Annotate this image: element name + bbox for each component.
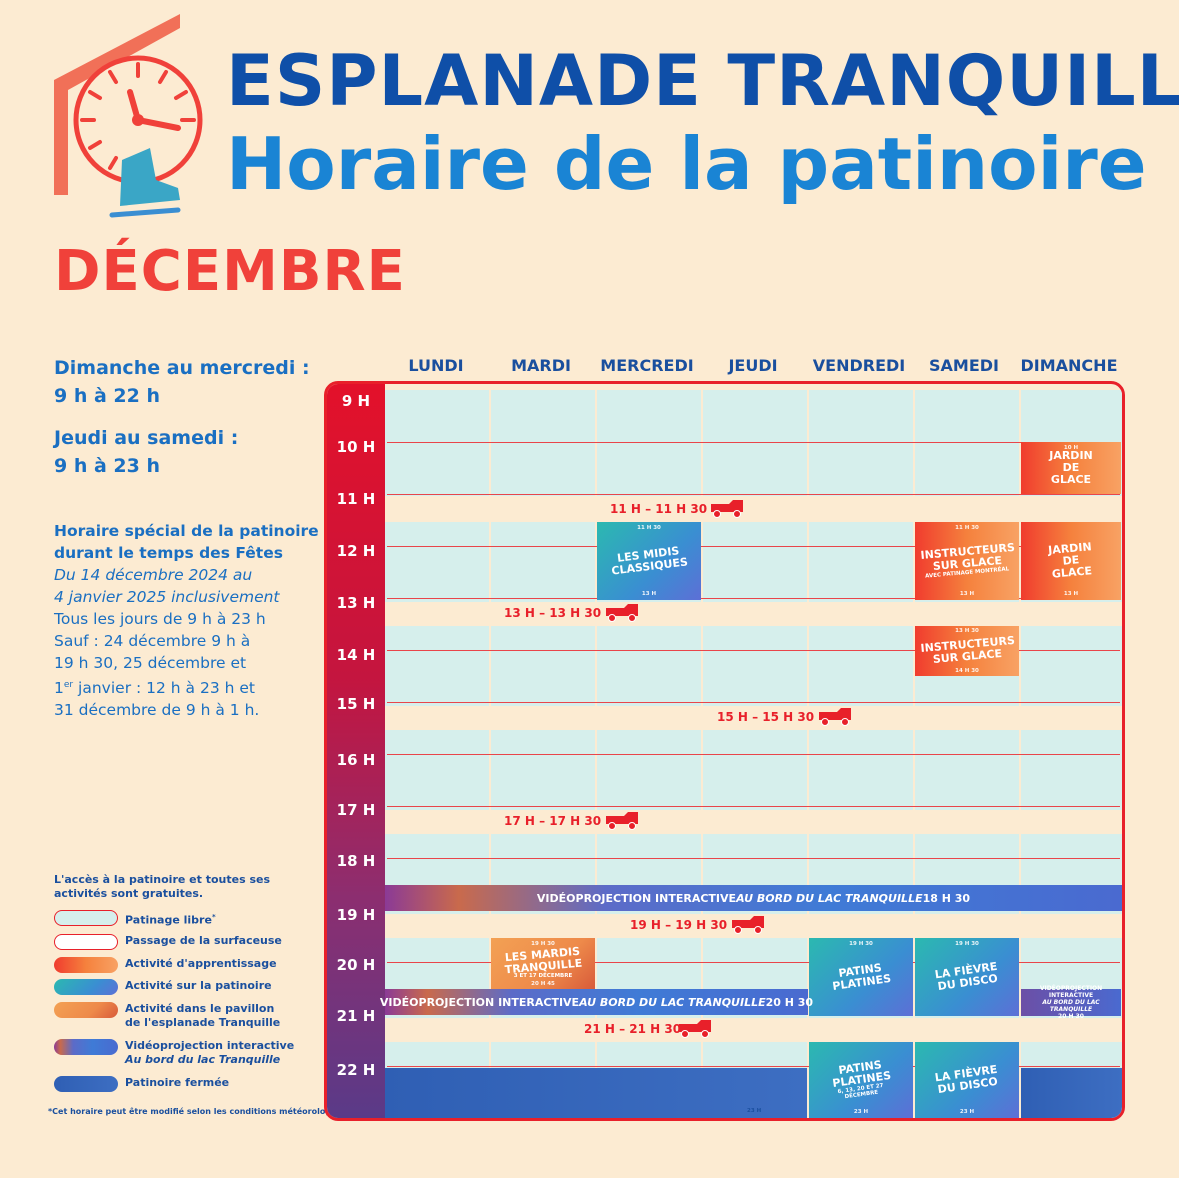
hour-label: 12 H bbox=[336, 542, 376, 560]
legend-intro: L'accès à la patinoire et toutes ses act… bbox=[54, 873, 270, 900]
legend-swatch-video bbox=[54, 1039, 118, 1055]
activity-midis-classiques[interactable]: 11 H 30 LES MIDIS CLASSIQUES 13 H bbox=[597, 522, 701, 600]
legend-item: Activité sur la patinoire bbox=[54, 979, 272, 995]
footnote: *Cet horaire peut être modifié selon les… bbox=[48, 1107, 359, 1116]
activity-videoprojection[interactable]: VIDÉOPROJECTION INTERACTIVE AU BORD DU L… bbox=[380, 989, 813, 1015]
hour-label: 16 H bbox=[336, 751, 376, 769]
legend-swatch-fermee bbox=[54, 1076, 118, 1092]
hour-label: 20 H bbox=[336, 956, 376, 974]
jeudi-end-time: 23 H bbox=[747, 1108, 762, 1114]
activity-instructeurs-sur-glace[interactable]: 13 H 30 INSTRUCTEURS SUR GLACE 14 H 30 bbox=[915, 626, 1019, 676]
zamboni-icon bbox=[711, 500, 743, 518]
activity-videoprojection[interactable]: VIDÉOPROJECTION INTERACTIVE AU BORD DU L… bbox=[1021, 985, 1121, 1020]
clock-skate-icon bbox=[54, 14, 203, 218]
hours-time: 9 h à 23 h bbox=[54, 455, 160, 477]
ice-band bbox=[385, 730, 1122, 810]
hour-label: 10 H bbox=[336, 438, 376, 456]
hour-label: 21 H bbox=[336, 1007, 376, 1025]
hour-label: 18 H bbox=[336, 852, 376, 870]
legend-swatch-surfaceuse bbox=[54, 934, 118, 950]
month-label: DÉCEMBRE bbox=[54, 239, 406, 304]
hours-block-2: Jeudi au samedi : 9 h à 23 h bbox=[54, 424, 238, 480]
day-header-mardi: MARDI bbox=[511, 356, 571, 375]
day-header-dimanche: DIMANCHE bbox=[1020, 356, 1118, 375]
schedule-grid: 9 H 10 H 11 H 12 H 13 H 14 H 15 H 16 H 1… bbox=[324, 381, 1125, 1121]
hour-label: 22 H bbox=[336, 1061, 376, 1079]
zamboni-icon bbox=[606, 604, 638, 622]
activity-patins-platines[interactable]: PATINS PLATINES 6, 13, 20 ET 27 DÉCEMBRE… bbox=[809, 1042, 913, 1118]
activity-fievre-du-disco[interactable]: LA FIÈVRE DU DISCO 23 H bbox=[915, 1042, 1019, 1118]
patinoire-fermee bbox=[385, 1068, 807, 1118]
legend-item: Patinage libre* bbox=[54, 910, 216, 928]
activity-fievre-du-disco[interactable]: 19 H 30 LA FIÈVRE DU DISCO bbox=[915, 938, 1019, 1016]
hour-label: 13 H bbox=[336, 594, 376, 612]
zamboni-icon bbox=[819, 708, 851, 726]
hours-days: Jeudi au samedi : bbox=[54, 427, 239, 449]
activity-patins-platines[interactable]: 19 H 30 PATINS PLATINES bbox=[809, 938, 913, 1016]
hour-label: 11 H bbox=[336, 490, 376, 508]
legend-swatch-libre bbox=[54, 910, 118, 926]
day-header-samedi: SAMEDI bbox=[929, 356, 999, 375]
legend-swatch-apprentissage bbox=[54, 957, 118, 973]
zamboni-icon bbox=[606, 812, 638, 830]
hours-days: Dimanche au mercredi : bbox=[54, 357, 310, 379]
legend-item: Vidéoprojection interactive Au bord du la… bbox=[54, 1039, 294, 1067]
hours-block-1: Dimanche au mercredi : 9 h à 22 h bbox=[54, 354, 310, 410]
activity-mardis-tranquille[interactable]: 19 H 30 LES MARDIS TRANQUILLE 3 ET 17 DÉ… bbox=[491, 938, 595, 990]
legend-item: Activité dans le pavillon de l'esplanade … bbox=[54, 1002, 280, 1030]
legend-swatch-activite bbox=[54, 979, 118, 995]
page-title: ESPLANADE TRANQUILLE bbox=[226, 40, 1179, 122]
activity-jardin-de-glace[interactable]: 10 H JARDIN DE GLACE bbox=[1021, 442, 1121, 494]
page-subtitle: Horaire de la patinoire bbox=[226, 122, 1147, 206]
day-header-vendredi: VENDREDI bbox=[812, 356, 906, 375]
day-header-mercredi: MERCREDI bbox=[600, 356, 694, 375]
legend-swatch-pavillon bbox=[54, 1002, 118, 1018]
zamboni-icon bbox=[732, 916, 764, 934]
surfaceuse-time: 21 H – 21 H 30 bbox=[584, 1022, 682, 1036]
surfaceuse-time: 11 H – 11 H 30 bbox=[610, 502, 708, 516]
hour-label: 9 H bbox=[341, 392, 371, 410]
hour-label: 19 H bbox=[336, 906, 376, 924]
surfaceuse-time: 17 H – 17 H 30 bbox=[504, 814, 602, 828]
hour-label: 14 H bbox=[336, 646, 376, 664]
ice-band bbox=[385, 390, 1122, 496]
activity-videoprojection[interactable]: VIDÉOPROJECTION INTERACTIVE AU BORD DU L… bbox=[385, 885, 1122, 911]
surfaceuse-time: 15 H – 15 H 30 bbox=[717, 710, 815, 724]
legend-item: Activité d'apprentissage bbox=[54, 957, 277, 973]
hours-time: 9 h à 22 h bbox=[54, 385, 160, 407]
legend-item: Patinoire fermée bbox=[54, 1076, 229, 1092]
legend-item: Passage de la surfaceuse bbox=[54, 934, 282, 950]
day-header-lundi: LUNDI bbox=[408, 356, 464, 375]
patinoire-fermee bbox=[1021, 1068, 1122, 1118]
hour-column: 9 H 10 H 11 H 12 H 13 H 14 H 15 H 16 H 1… bbox=[327, 384, 385, 1118]
hour-label: 17 H bbox=[336, 801, 376, 819]
activity-instructeurs-sur-glace[interactable]: 11 H 30 INSTRUCTEURS SUR GLACE AVEC PATI… bbox=[915, 522, 1019, 600]
surfaceuse-time: 19 H – 19 H 30 bbox=[630, 918, 728, 932]
special-schedule: Horaire spécial de la patinoire durant l… bbox=[54, 522, 319, 720]
zamboni-icon bbox=[679, 1020, 711, 1038]
surfaceuse-time: 13 H – 13 H 30 bbox=[504, 606, 602, 620]
hour-label: 15 H bbox=[336, 695, 376, 713]
activity-jardin-de-glace[interactable]: JARDIN DE GLACE 13 H bbox=[1021, 522, 1121, 600]
day-header-jeudi: JEUDI bbox=[728, 356, 778, 375]
